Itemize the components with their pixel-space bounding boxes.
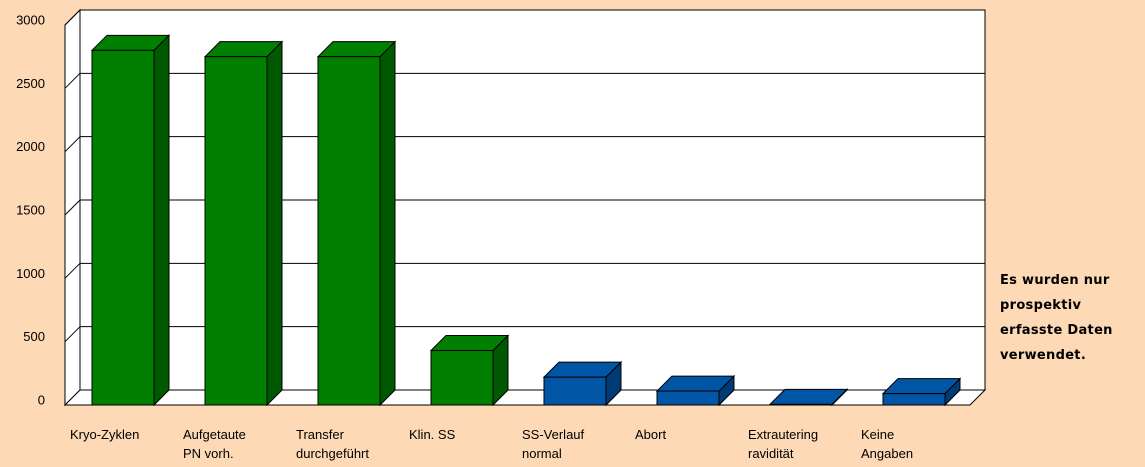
y-tick-label: 3000 xyxy=(16,12,45,27)
y-tick-label: 1500 xyxy=(16,202,45,217)
floor xyxy=(63,389,987,406)
y-tick-label: 2500 xyxy=(16,76,45,91)
bar xyxy=(317,56,381,406)
bar xyxy=(882,393,946,406)
bar-side xyxy=(266,40,283,407)
bar xyxy=(430,350,494,406)
grid-line xyxy=(64,9,81,26)
y-tick-label: 0 xyxy=(38,392,45,407)
x-tick-label: Extrautering ravidität xyxy=(748,427,819,461)
annotation: Es wurden nur prospektiv erfasste Daten … xyxy=(1000,273,1113,363)
bar xyxy=(543,376,607,406)
y-tick-label: 2000 xyxy=(16,139,45,154)
bar-side xyxy=(379,40,396,407)
grid-line xyxy=(64,136,81,153)
grid-line xyxy=(64,199,81,216)
x-tick-label: Abort xyxy=(635,427,667,442)
grid-line xyxy=(64,262,81,279)
x-tick-label: Transfer durchgeführt xyxy=(296,427,369,461)
y-tick-label: 1000 xyxy=(16,266,45,281)
grid-line xyxy=(64,72,81,89)
x-tick-label: SS-Verlauf normal xyxy=(522,427,585,461)
grid-line xyxy=(64,326,81,343)
x-tick-label: Keine Angaben xyxy=(861,427,914,461)
bar-side xyxy=(153,34,170,407)
x-tick-label: Aufgetaute PN vorh. xyxy=(183,427,246,461)
bar xyxy=(656,390,720,406)
bar xyxy=(204,56,268,406)
y-tick-label: 500 xyxy=(23,329,45,344)
x-tick-label: Klin. SS xyxy=(409,427,456,442)
x-tick-label: Kryo-Zyklen xyxy=(70,427,140,442)
bar xyxy=(769,403,833,406)
bar xyxy=(91,49,155,406)
